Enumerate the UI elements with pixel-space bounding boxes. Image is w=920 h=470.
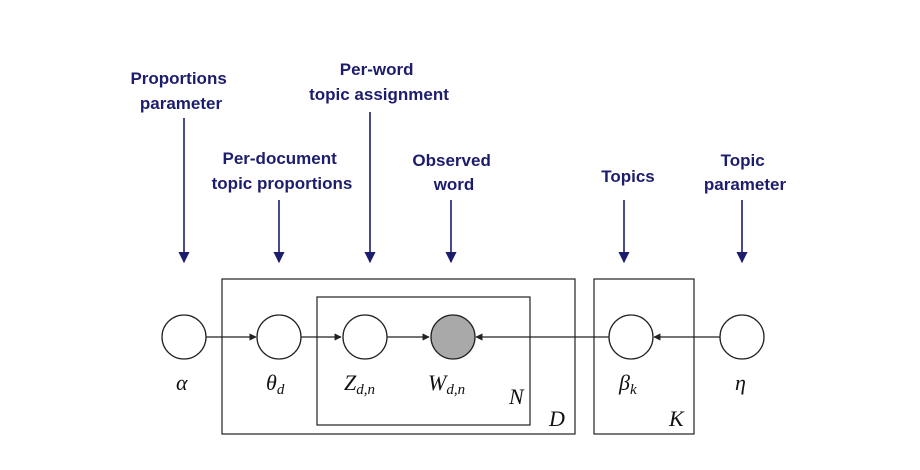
plate-label-d: D <box>548 406 565 431</box>
symbol-eta: η <box>735 370 746 395</box>
plate-words <box>316 296 531 426</box>
node-theta <box>256 314 302 360</box>
symbol-alpha: α <box>176 370 188 395</box>
annotation-theta-line1: Per-document <box>222 149 337 168</box>
plate-documents <box>221 278 576 435</box>
annotation-w-line2: word <box>433 175 475 194</box>
annotation-beta: Topics <box>601 167 655 186</box>
node-z <box>342 314 388 360</box>
node-eta <box>719 314 765 360</box>
plate-label-n: N <box>508 384 525 409</box>
annotation-w-line1: Observed <box>412 151 490 170</box>
annotation-theta-line2: topic proportions <box>212 174 353 193</box>
symbol-w: Wd,n <box>428 370 465 398</box>
annotation-theta: Per-document topic proportions <box>212 149 353 193</box>
node-alpha <box>161 314 207 360</box>
annotation-eta-line1: Topic <box>721 151 765 170</box>
annotation-z: Per-word topic assignment <box>309 60 449 104</box>
symbol-theta: θd <box>266 370 285 398</box>
symbol-beta: βk <box>618 370 637 398</box>
annotation-alpha-line2: parameter <box>140 94 223 113</box>
annotation-alpha-line1: Proportions <box>130 69 226 88</box>
plate-topics <box>593 278 695 435</box>
plate-label-k: K <box>668 406 685 431</box>
annotation-w: Observed word <box>412 151 495 194</box>
annotation-z-line2: topic assignment <box>309 85 449 104</box>
symbol-z: Zd,n <box>344 370 375 398</box>
node-w-observed <box>430 314 476 360</box>
annotation-eta: Topic parameter <box>704 151 787 194</box>
node-beta <box>608 314 654 360</box>
annotation-alpha: Proportions parameter <box>130 69 231 113</box>
annotation-z-line1: Per-word <box>340 60 414 79</box>
annotation-beta-line1: Topics <box>601 167 655 186</box>
annotation-eta-line2: parameter <box>704 175 787 194</box>
